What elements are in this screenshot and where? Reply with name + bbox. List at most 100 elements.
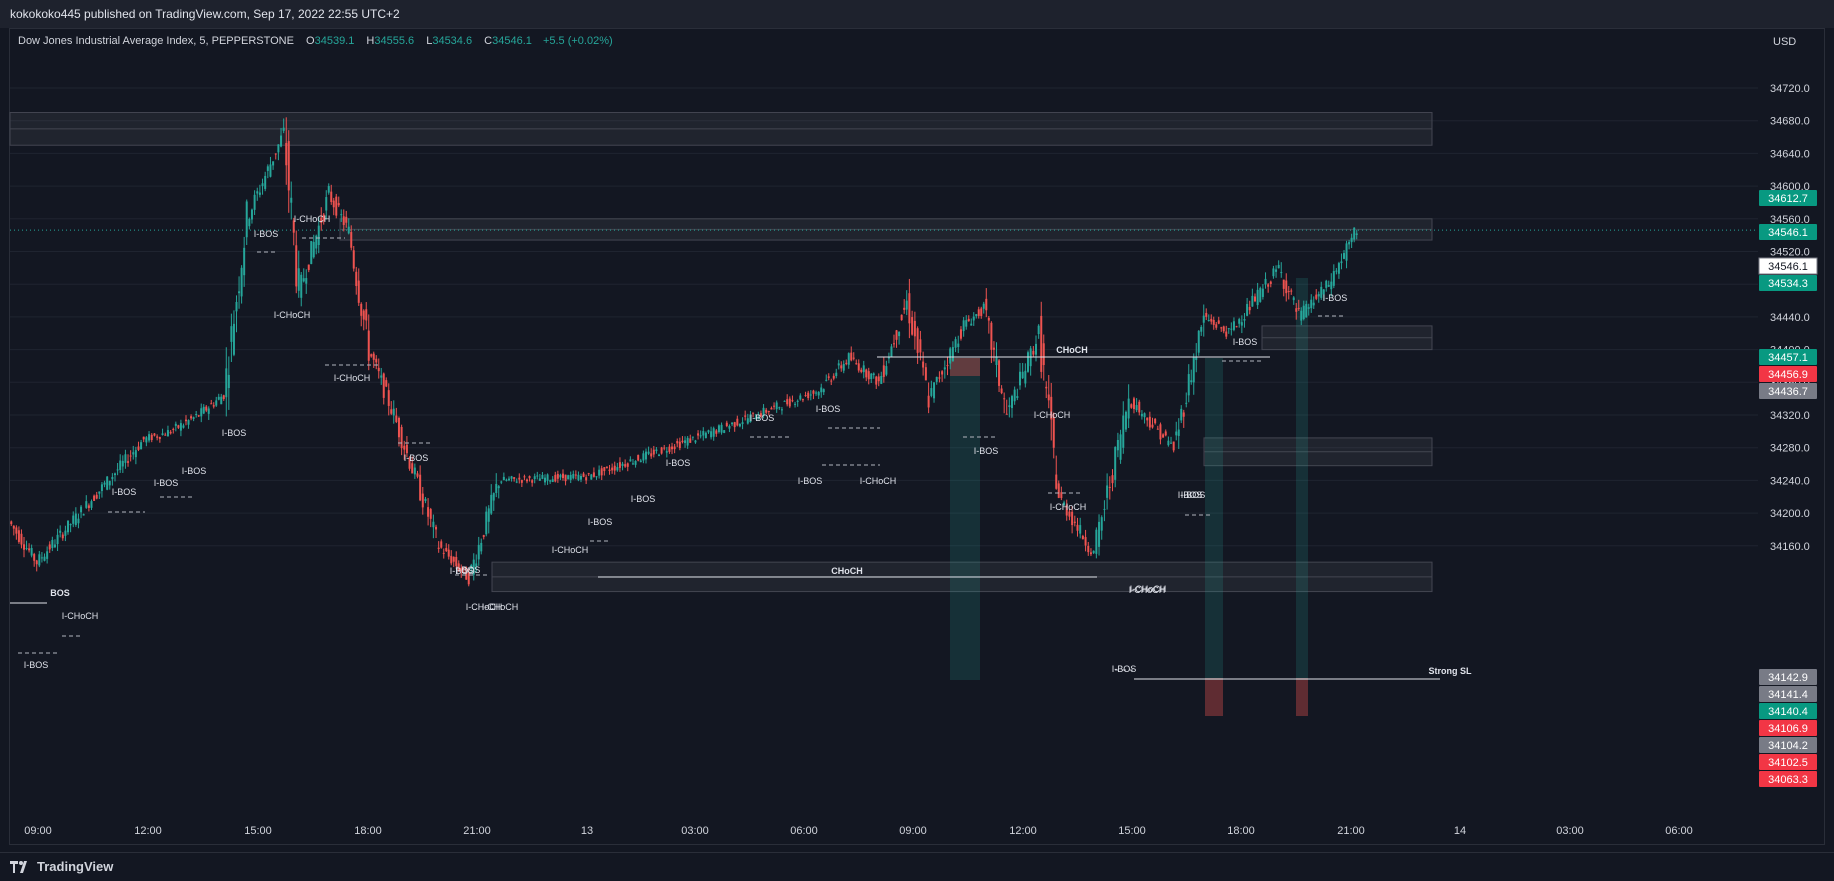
candle-body: [691, 436, 694, 438]
candle-body: [725, 422, 728, 427]
candle-body: [676, 441, 679, 444]
candle-body: [225, 368, 228, 398]
candle-body: [1116, 439, 1119, 451]
candle-body: [1068, 511, 1071, 517]
candle-body: [796, 400, 799, 402]
candle-body: [40, 557, 43, 559]
candle-body: [435, 526, 438, 530]
candle-body: [567, 475, 570, 480]
candle-body: [598, 469, 601, 476]
candle-body: [870, 373, 873, 380]
candle-body: [1143, 413, 1146, 418]
candle-body: [715, 430, 718, 434]
candle-body: [377, 367, 380, 372]
candle-body: [1215, 324, 1218, 328]
candle-body: [1045, 386, 1048, 389]
tradingview-logo[interactable]: TradingView: [10, 859, 113, 874]
candle-body: [773, 405, 776, 407]
candle-body: [292, 220, 295, 233]
candle-body: [1071, 511, 1074, 526]
candle-body: [121, 460, 124, 467]
candle-body: [840, 365, 843, 369]
candle-body: [1246, 303, 1249, 316]
candle-body: [80, 506, 83, 513]
candle-body: [185, 419, 187, 422]
candle-body: [145, 437, 148, 443]
candle-body: [51, 539, 54, 548]
candle-body: [1019, 371, 1021, 386]
publisher-bar: kokokoko445 published on TradingView.com…: [0, 0, 1834, 28]
candle-body: [515, 481, 518, 483]
structure-label-choch: CHoCH: [1056, 345, 1088, 355]
candle-body: [613, 465, 616, 471]
candle-body: [1100, 517, 1103, 531]
candle-body: [1073, 521, 1076, 523]
candle-body: [852, 357, 855, 359]
candle-body: [559, 474, 562, 478]
candle-body: [837, 363, 840, 366]
candle-body: [370, 354, 373, 357]
candle-body: [477, 544, 480, 560]
candle-body: [794, 403, 797, 405]
candle-body: [1167, 440, 1170, 446]
x-axis-tick-label: 12:00: [134, 825, 162, 837]
candle-body: [148, 434, 151, 441]
candle-body: [1052, 416, 1055, 448]
candle-body: [134, 450, 137, 458]
candle-body: [164, 434, 167, 436]
candle-body: [1259, 288, 1262, 302]
candle-body: [611, 467, 614, 471]
candle-body: [297, 268, 300, 291]
candle-body: [1003, 398, 1006, 400]
candle-body: [967, 318, 970, 322]
candle-body: [392, 408, 395, 416]
structure-label-i-bos: I-BOS: [450, 566, 475, 576]
candle-body: [608, 469, 611, 472]
candle-body: [882, 365, 885, 377]
candle-body: [264, 175, 267, 189]
candle-body: [862, 365, 865, 373]
candle-body: [943, 367, 946, 370]
candle-body: [500, 481, 503, 483]
candle-body: [959, 329, 962, 339]
x-axis-tick-label: 03:00: [1556, 825, 1584, 837]
candle-body: [867, 371, 870, 380]
candle-body: [916, 328, 919, 353]
candle-body: [895, 330, 898, 340]
x-axis-tick-label: 21:00: [463, 825, 491, 837]
candle-body: [533, 476, 536, 480]
candle-body: [1122, 415, 1125, 448]
candle-body: [48, 544, 51, 550]
candle-body: [762, 407, 765, 416]
candle-body: [644, 451, 647, 460]
x-axis-tick-label: 09:00: [899, 825, 927, 837]
candle-body: [421, 493, 424, 508]
candle-body: [442, 552, 445, 554]
candle-body: [704, 432, 707, 438]
candle-body: [119, 460, 122, 470]
candle-body: [699, 435, 702, 437]
candle-body: [957, 343, 960, 348]
candle-body: [1011, 396, 1013, 409]
candle-body: [922, 361, 925, 368]
candle-body: [1251, 295, 1254, 307]
candle-body: [933, 382, 936, 399]
candle-body: [53, 544, 56, 548]
candle-body: [207, 408, 210, 414]
structure-label-i-choch: I-CHoCH: [1129, 585, 1166, 595]
publisher-text: kokokoko445 published on TradingView.com…: [10, 7, 400, 21]
candle-body: [1156, 428, 1159, 430]
candle-body: [977, 309, 980, 316]
candle-body: [1238, 319, 1241, 324]
candle-body: [1172, 441, 1175, 451]
candle-body: [72, 515, 75, 524]
candle-body: [941, 371, 944, 375]
candle-body: [457, 563, 460, 571]
candle-body: [1355, 233, 1358, 235]
candle-body: [946, 365, 949, 367]
candle-body: [1269, 281, 1272, 284]
candle-body: [1264, 278, 1267, 285]
structure-label-strong-sl: Strong SL: [1429, 666, 1472, 676]
candle-body: [1063, 502, 1066, 506]
